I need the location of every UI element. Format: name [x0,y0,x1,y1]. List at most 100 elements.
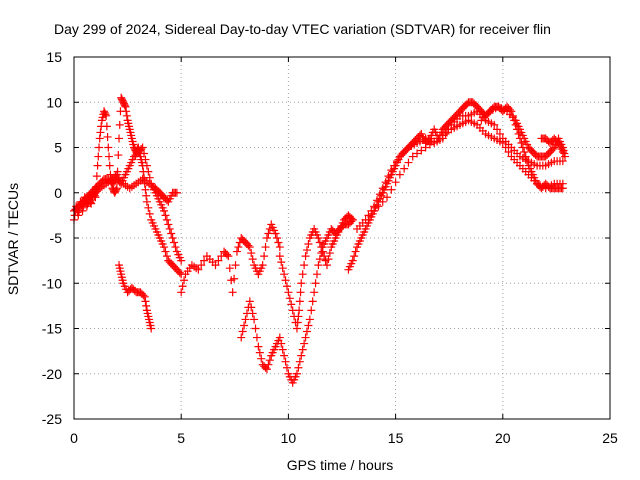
data-point [121,102,130,111]
data-point [350,252,359,261]
data-point [120,101,129,110]
data-point [144,167,153,176]
data-point [162,252,171,261]
data-point [245,297,254,306]
data-point [301,252,310,261]
data-point [224,252,233,261]
data-point [141,155,150,164]
data-point [298,270,307,279]
data-point [104,143,113,152]
data-point [438,131,447,140]
data-point [347,217,356,226]
data-point [281,357,290,366]
data-point [374,202,383,211]
data-point [314,234,323,242]
data-point [387,166,396,175]
data-point [217,252,226,261]
data-point [501,143,510,152]
data-point [294,363,303,372]
data-point [260,252,269,261]
data-point [282,282,291,291]
data-point [262,365,271,374]
data-point [364,211,373,220]
data-point [92,172,101,181]
data-point [295,306,304,315]
data-point [373,196,382,205]
data-point [172,188,181,197]
data-point [302,327,311,336]
data-point [272,234,281,242]
y-axis-label: SDTVAR / TECUs [5,183,21,295]
data-point [400,164,409,173]
data-point [115,120,124,129]
data-point [284,288,293,297]
y-tick-labels: 15 10 5 0 -5 -10 -15 -20 -25 [42,49,62,427]
data-point [315,255,324,264]
data-point [278,264,287,273]
data-point [304,240,313,249]
data-point [140,292,149,301]
data-point [142,197,151,206]
data-point [262,234,271,242]
y-tick-label: -25 [42,411,62,427]
y-tick-label: 10 [46,94,62,110]
x-tick-label: 5 [177,430,185,446]
data-point [248,309,257,318]
y-tick-label: 0 [54,185,62,201]
data-point [265,356,274,365]
data-point [147,324,156,333]
data-point [348,256,357,265]
y-tick-label: -20 [42,366,62,382]
data-point [560,152,569,161]
data-point [74,211,83,220]
data-point [139,291,148,300]
data-point [287,300,296,309]
data-point [162,215,171,224]
data-point [122,111,131,120]
data-point [250,315,259,324]
data-point [271,229,280,238]
data-point [115,134,124,143]
data-point [294,312,303,321]
data-point [264,360,273,369]
data-point [112,185,121,194]
data-point [211,261,220,270]
data-point [261,243,270,252]
data-point [225,264,234,273]
data-point [244,241,253,250]
data-point [517,138,526,147]
data-point [251,324,260,333]
data-point [443,128,452,137]
data-point [238,327,247,336]
data-point [96,128,105,137]
data-point [312,270,321,279]
data-point [280,351,289,360]
data-point [248,255,257,264]
data-point [298,345,307,354]
chart-title: Day 299 of 2024, Sidereal Day-to-day VTE… [54,21,551,37]
data-point [425,140,434,149]
data-point [264,229,273,238]
data-point [553,137,562,146]
data-point [434,134,443,143]
data-point [102,122,111,131]
data-point [387,185,396,194]
data-point [142,301,151,310]
y-tick-label: -10 [42,275,62,291]
data-point [305,315,314,324]
data-point [94,152,103,161]
data-point [395,170,404,179]
data-point [255,348,264,357]
data-point [493,125,502,134]
data-point [417,146,426,155]
data-point [275,252,284,261]
data-point [161,247,170,256]
data-point [320,252,329,261]
data-point [375,190,384,199]
data-point [558,148,567,157]
data-point [314,261,323,270]
data-point [378,184,387,193]
data-point [381,178,390,187]
data-point [311,279,320,288]
x-tick-label: 0 [70,430,78,446]
